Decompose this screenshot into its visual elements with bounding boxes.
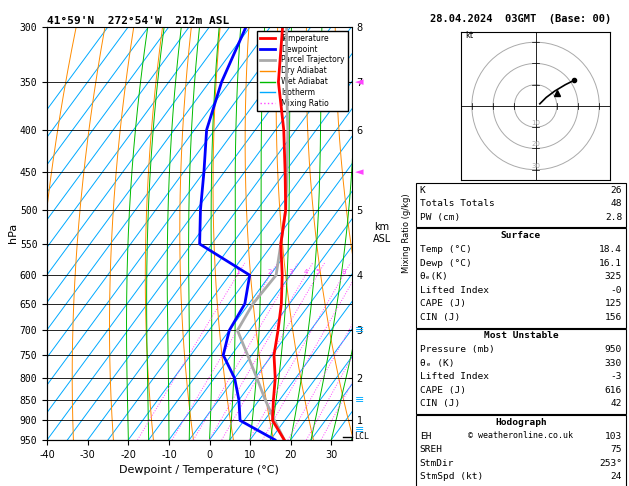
Text: 8: 8	[341, 269, 346, 275]
Text: ≡: ≡	[355, 326, 364, 335]
Text: 3: 3	[288, 269, 292, 275]
Text: 10: 10	[531, 120, 540, 126]
Text: ≡: ≡	[355, 425, 364, 435]
Text: 253°: 253°	[599, 459, 622, 468]
Legend: Temperature, Dewpoint, Parcel Trajectory, Dry Adiabat, Wet Adiabat, Isotherm, Mi: Temperature, Dewpoint, Parcel Trajectory…	[257, 31, 348, 111]
Text: 26: 26	[611, 186, 622, 195]
Text: ≡: ≡	[355, 395, 364, 405]
Text: 41°59'N  272°54'W  212m ASL: 41°59'N 272°54'W 212m ASL	[47, 16, 230, 26]
Text: 5: 5	[315, 269, 320, 275]
Text: StmSpd (kt): StmSpd (kt)	[420, 472, 483, 482]
Text: -3: -3	[611, 372, 622, 382]
Text: 156: 156	[605, 313, 622, 322]
Text: 18.4: 18.4	[599, 245, 622, 254]
Text: Surface: Surface	[501, 231, 541, 241]
Text: K: K	[420, 186, 425, 195]
Text: Lifted Index: Lifted Index	[420, 286, 489, 295]
Text: Totals Totals: Totals Totals	[420, 199, 494, 208]
Text: 2.8: 2.8	[605, 213, 622, 222]
Text: Temp (°C): Temp (°C)	[420, 245, 471, 254]
Text: Mixing Ratio (g/kg): Mixing Ratio (g/kg)	[402, 193, 411, 273]
Text: PW (cm): PW (cm)	[420, 213, 460, 222]
Text: -0: -0	[611, 286, 622, 295]
Text: 4: 4	[303, 269, 308, 275]
Text: kt: kt	[465, 31, 474, 40]
Text: EH: EH	[420, 432, 431, 441]
Text: 28.04.2024  03GMT  (Base: 00): 28.04.2024 03GMT (Base: 00)	[430, 14, 611, 24]
Text: 950: 950	[605, 345, 622, 354]
Text: 103: 103	[605, 432, 622, 441]
Text: 30: 30	[531, 162, 540, 169]
Text: CAPE (J): CAPE (J)	[420, 386, 465, 395]
X-axis label: Dewpoint / Temperature (°C): Dewpoint / Temperature (°C)	[120, 465, 279, 475]
Text: 75: 75	[611, 445, 622, 454]
Text: © weatheronline.co.uk: © weatheronline.co.uk	[469, 431, 574, 440]
Text: Hodograph: Hodograph	[495, 418, 547, 427]
Y-axis label: hPa: hPa	[8, 223, 18, 243]
Text: ◄: ◄	[355, 167, 364, 177]
Text: LCL: LCL	[353, 433, 369, 441]
Text: CIN (J): CIN (J)	[420, 399, 460, 409]
Text: StmDir: StmDir	[420, 459, 454, 468]
Text: θₑ (K): θₑ (K)	[420, 359, 454, 368]
Text: ◄: ◄	[355, 77, 364, 87]
Text: Lifted Index: Lifted Index	[420, 372, 489, 382]
Text: θₑ(K): θₑ(K)	[420, 272, 448, 281]
Text: 1: 1	[235, 269, 240, 275]
Text: 16.1: 16.1	[599, 259, 622, 268]
Text: 330: 330	[605, 359, 622, 368]
Text: 48: 48	[611, 199, 622, 208]
Y-axis label: km
ASL: km ASL	[373, 223, 391, 244]
Text: Dewp (°C): Dewp (°C)	[420, 259, 471, 268]
Text: 24: 24	[611, 472, 622, 482]
Text: 616: 616	[605, 386, 622, 395]
Text: SREH: SREH	[420, 445, 443, 454]
Text: 20: 20	[531, 141, 540, 147]
Text: Most Unstable: Most Unstable	[484, 331, 559, 341]
Text: 125: 125	[605, 299, 622, 309]
Text: Pressure (mb): Pressure (mb)	[420, 345, 494, 354]
Text: CIN (J): CIN (J)	[420, 313, 460, 322]
Text: 42: 42	[611, 399, 622, 409]
Text: 2: 2	[268, 269, 272, 275]
Text: 325: 325	[605, 272, 622, 281]
Text: CAPE (J): CAPE (J)	[420, 299, 465, 309]
